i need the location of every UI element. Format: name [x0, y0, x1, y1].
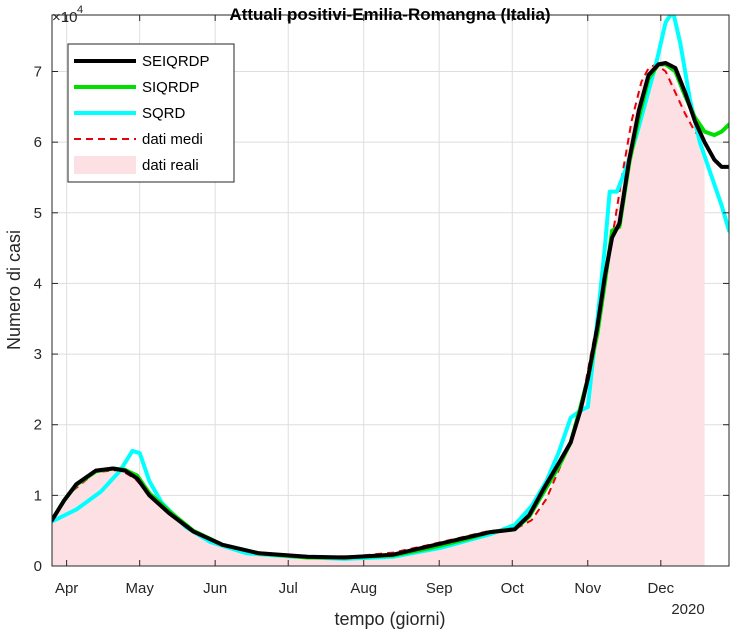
x-tick-label: Aug	[350, 580, 377, 597]
x-axis-label: tempo (giorni)	[334, 609, 445, 629]
x-tick-label: Jul	[279, 580, 298, 597]
plot-frame	[51, 14, 730, 567]
x-tick-label: Sep	[426, 580, 453, 597]
year-label: 2020	[671, 601, 704, 618]
y-tick-label: 7	[34, 64, 42, 81]
series-layer	[52, 15, 729, 566]
x-tick-label: Apr	[55, 580, 78, 597]
series-line-seiqrdp	[52, 61, 729, 560]
legend-label-siqrdp: SIQRDP	[142, 79, 200, 96]
x-tick-label: Jun	[203, 580, 227, 597]
legend-label-seiqrdp: SEIQRDP	[142, 53, 210, 70]
x-tick-label: May	[125, 580, 154, 597]
x-tick-label: Nov	[574, 580, 601, 597]
legend-label-dati-reali: dati reali	[142, 157, 199, 174]
y-tick-label: 5	[34, 205, 42, 222]
y-exponent: ×10 4	[52, 4, 83, 26]
y-tick-label: 3	[34, 346, 42, 363]
axis-ticks: Apr May Jun Jul Aug Sep Oct Nov Dec 0 1 2 3 4 5 6 7	[34, 15, 729, 597]
legend: SEIQRDP SIQRDP SQRD dati medi dati reali	[67, 43, 235, 183]
y-exponent-base: ×10	[52, 9, 77, 26]
x-tick-label: Dec	[647, 580, 674, 597]
y-exponent-power: 4	[77, 4, 83, 16]
y-tick-label: 4	[34, 275, 42, 292]
chart-title: Attuali positivi-Emilia-Romangna (Italia…	[229, 5, 550, 24]
y-axis-label: Numero di casi	[4, 230, 24, 350]
x-tick-label: Oct	[501, 580, 525, 597]
y-tick-label: 6	[34, 134, 42, 151]
legend-label-dati-medi: dati medi	[142, 131, 203, 148]
legend-label-sqrd: SQRD	[142, 105, 186, 122]
y-tick-label: 2	[34, 417, 42, 434]
legend-swatch-dati-reali	[74, 156, 136, 174]
y-tick-label: 1	[34, 487, 42, 504]
y-tick-label: 0	[34, 558, 42, 575]
